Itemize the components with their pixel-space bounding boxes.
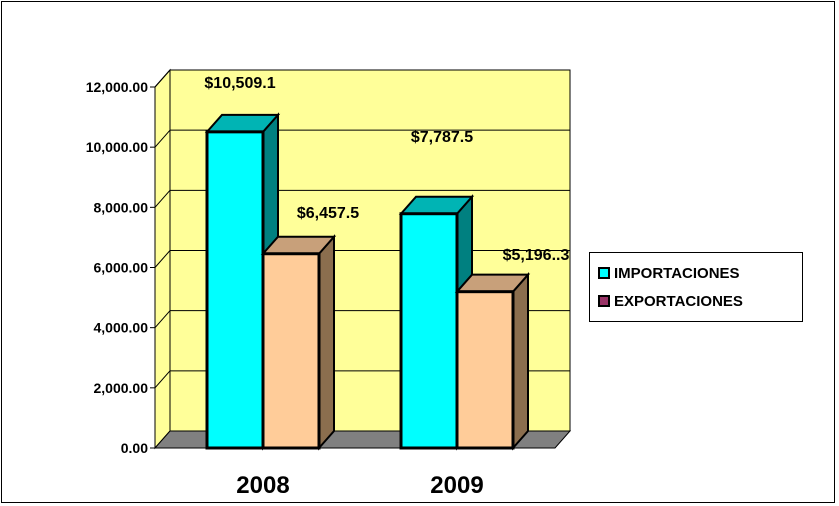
y-tick-label: 2,000.00 xyxy=(94,380,149,396)
data-label-exportaciones-2008: $6,457.5 xyxy=(297,205,359,222)
y-tick-label: 4,000.00 xyxy=(94,320,149,336)
legend-label-exportaciones: EXPORTACIONES xyxy=(614,292,743,310)
bar-exportaciones-2009 xyxy=(455,290,515,450)
bar-exportaciones-2008 xyxy=(261,252,321,450)
y-tick-label: 8,000.00 xyxy=(94,199,149,215)
gridline-diagonal xyxy=(154,310,171,328)
gridline-diagonal xyxy=(154,370,171,389)
legend: IMPORTACIONES EXPORTACIONES xyxy=(589,252,803,322)
gridline-diagonal xyxy=(154,69,171,88)
gridline-diagonal xyxy=(154,190,171,208)
bar-side-exportaciones-2009 xyxy=(512,272,529,451)
data-label-importaciones-2008: $10,509.1 xyxy=(204,75,275,92)
gridline-diagonal xyxy=(154,250,171,268)
y-tick-label: 12,000.00 xyxy=(86,79,148,95)
x-tick-label-2008: 2008 xyxy=(236,472,289,499)
y-tick-label: 6,000.00 xyxy=(94,260,149,276)
legend-swatch-exportaciones xyxy=(598,295,610,307)
bar-importaciones-2008 xyxy=(205,130,265,450)
legend-swatch-importaciones xyxy=(598,267,610,279)
legend-item-exportaciones: EXPORTACIONES xyxy=(598,287,802,315)
y-tick-label: 10,000.00 xyxy=(86,139,148,155)
x-tick-label-2009: 2009 xyxy=(430,472,483,499)
gridline-diagonal xyxy=(154,129,171,148)
y-tick-label: 0.00 xyxy=(121,440,148,456)
data-label-exportaciones-2009: $5,196..3 xyxy=(503,247,570,264)
bar-side-exportaciones-2008 xyxy=(318,234,335,451)
legend-item-importaciones: IMPORTACIONES xyxy=(598,259,802,287)
bar-importaciones-2009 xyxy=(399,212,459,450)
data-label-importaciones-2009: $7,787.5 xyxy=(411,129,473,146)
legend-label-importaciones: IMPORTACIONES xyxy=(614,264,740,282)
